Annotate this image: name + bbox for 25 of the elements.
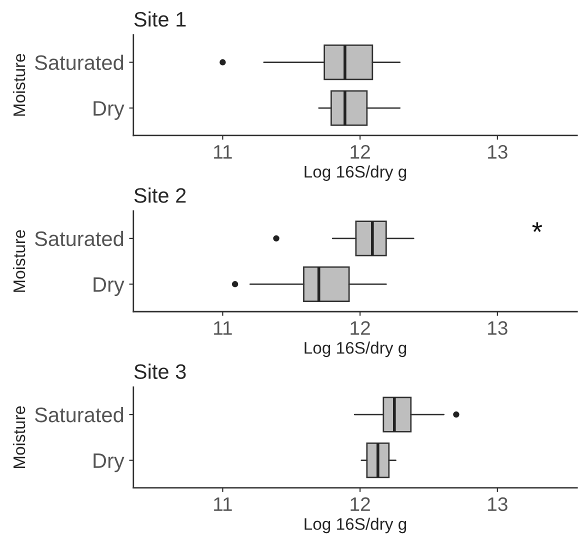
chart-title: Site 2: [134, 188, 186, 203]
y-tick-label: Saturated: [34, 230, 124, 246]
x-tick-label: 13: [488, 145, 508, 159]
y-tick-label: Dry: [94, 101, 124, 120]
x-tick-label: 12: [350, 497, 370, 511]
annotation: *: [532, 222, 542, 232]
x-tick-label: 13: [488, 321, 508, 335]
x-axis-title: Log 16S/dry g: [304, 518, 406, 534]
x-axis-title: Log 16S/dry g: [304, 342, 406, 358]
chart-title: Site 1: [134, 11, 186, 27]
y-axis-title: Moisture: [12, 230, 26, 292]
y-tick-label: Saturated: [34, 407, 124, 422]
chart-title: Site 3: [134, 364, 186, 379]
x-tick-label: 12: [350, 145, 370, 159]
x-tick-label: 11: [214, 145, 232, 159]
x-tick-label: 11: [214, 498, 232, 511]
y-tick-label: Saturated: [34, 54, 124, 70]
y-axis-title: Moisture: [12, 54, 26, 116]
y-tick-label: Dry: [94, 277, 124, 296]
x-tick-label: 11: [214, 321, 232, 335]
x-tick-label: 13: [488, 497, 508, 512]
x-tick-label: 12: [350, 321, 370, 335]
y-tick-label: Dry: [94, 454, 124, 472]
x-axis-title: Log 16S/dry g: [304, 165, 406, 181]
y-axis-title: Moisture: [12, 406, 26, 468]
